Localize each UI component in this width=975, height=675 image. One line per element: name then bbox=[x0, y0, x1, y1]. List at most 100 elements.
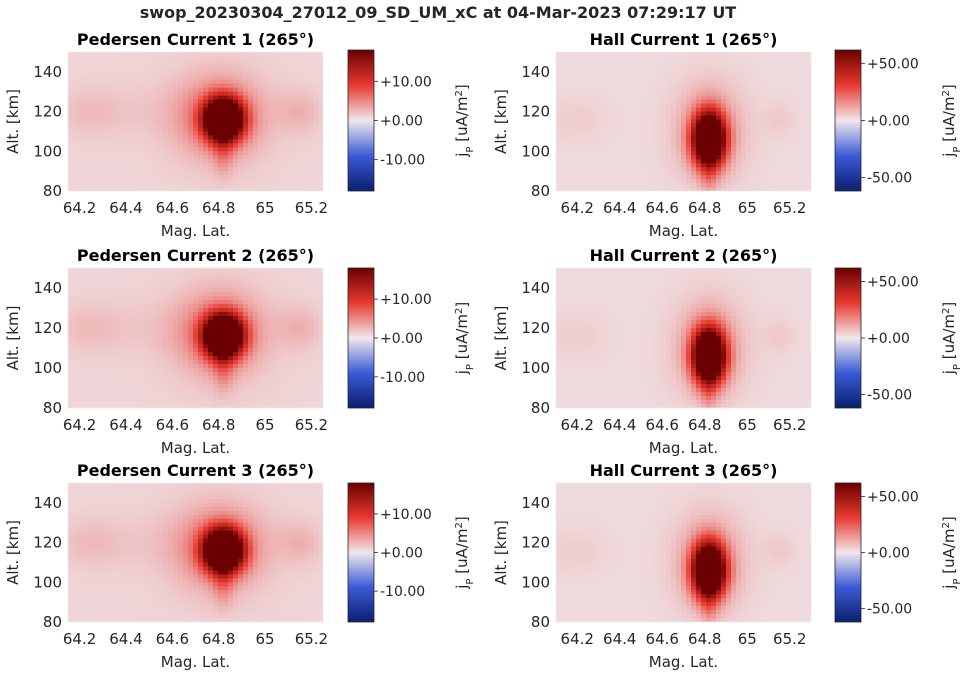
heatmap-cell bbox=[73, 183, 79, 188]
heatmap-pedersen-2 bbox=[68, 268, 323, 408]
heatmap-hall-1 bbox=[556, 52, 811, 191]
heatmap-cell bbox=[178, 95, 184, 101]
heatmap-cell bbox=[83, 75, 89, 81]
heatmap-cell bbox=[218, 175, 224, 180]
heatmap-cell bbox=[243, 91, 249, 97]
heatmap-cell bbox=[223, 71, 229, 77]
heatmap-cell bbox=[716, 52, 722, 57]
heatmap-cell bbox=[268, 324, 274, 329]
heatmap-cell bbox=[806, 179, 811, 184]
heatmap-cell bbox=[123, 111, 129, 117]
heatmap-cell bbox=[661, 131, 667, 136]
heatmap-cell bbox=[671, 119, 677, 125]
heatmap-cell bbox=[88, 135, 94, 140]
heatmap-cell bbox=[243, 372, 249, 377]
heatmap-cell bbox=[621, 143, 627, 148]
heatmap-cell bbox=[183, 179, 189, 184]
heatmap-cell bbox=[178, 167, 184, 172]
heatmap-cell bbox=[641, 183, 647, 188]
heatmap-cell bbox=[716, 91, 722, 97]
heatmap-cell bbox=[198, 91, 204, 97]
heatmap-cell bbox=[318, 75, 323, 81]
heatmap-cell bbox=[188, 119, 194, 125]
heatmap-cell bbox=[596, 115, 602, 121]
heatmap-cell bbox=[108, 83, 114, 89]
heatmap-cell bbox=[283, 336, 289, 341]
heatmap-cell bbox=[188, 147, 194, 152]
heatmap-cell bbox=[283, 356, 289, 361]
heatmap-cell bbox=[716, 87, 722, 93]
heatmap-cell bbox=[188, 292, 194, 297]
heatmap-cell bbox=[213, 272, 219, 277]
heatmap-cell bbox=[676, 151, 682, 156]
heatmap-cell bbox=[671, 187, 677, 191]
heatmap-cell bbox=[298, 155, 304, 160]
heatmap-cell bbox=[98, 67, 104, 73]
heatmap-cell bbox=[138, 171, 144, 176]
heatmap-cell bbox=[318, 300, 323, 305]
heatmap-cell bbox=[203, 52, 209, 57]
heatmap-cell bbox=[283, 123, 289, 129]
heatmap-cell bbox=[78, 107, 84, 113]
heatmap-cell bbox=[83, 79, 89, 85]
heatmap-cell bbox=[776, 99, 782, 105]
heatmap-cell bbox=[108, 300, 114, 305]
heatmap-cell bbox=[188, 79, 194, 85]
heatmap-cell bbox=[243, 75, 249, 81]
heatmap-cell bbox=[611, 187, 617, 191]
heatmap-cell bbox=[586, 163, 592, 168]
heatmap-cell bbox=[661, 103, 667, 109]
heatmap-cell bbox=[318, 127, 323, 133]
heatmap-cell bbox=[178, 312, 184, 317]
heatmap-cell bbox=[118, 352, 124, 357]
heatmap-cell bbox=[268, 328, 274, 333]
heatmap-cell bbox=[288, 179, 294, 184]
heatmap-cell bbox=[158, 308, 164, 313]
heatmap-cell bbox=[806, 75, 811, 81]
heatmap-cell bbox=[736, 155, 742, 160]
heatmap-cell bbox=[243, 187, 249, 191]
heatmap-cell bbox=[293, 107, 299, 113]
heatmap-cell bbox=[208, 55, 214, 61]
heatmap-cell bbox=[208, 127, 214, 133]
heatmap-cell bbox=[193, 79, 199, 85]
heatmap-cell bbox=[581, 52, 587, 57]
heatmap-cell bbox=[168, 175, 174, 180]
heatmap-cell bbox=[108, 268, 114, 273]
heatmap-cell bbox=[268, 131, 274, 136]
heatmap-cell bbox=[218, 95, 224, 101]
heatmap-cell bbox=[218, 119, 224, 125]
heatmap-cell bbox=[313, 91, 319, 97]
heatmap-cell bbox=[691, 71, 697, 77]
heatmap-cell bbox=[686, 63, 692, 69]
heatmap-cell bbox=[253, 159, 259, 164]
heatmap-cell bbox=[776, 87, 782, 93]
heatmap-cell bbox=[686, 115, 692, 121]
heatmap-cell bbox=[153, 83, 159, 89]
heatmap-cell bbox=[636, 175, 642, 180]
heatmap-cell bbox=[591, 91, 597, 97]
heatmap-cell bbox=[591, 75, 597, 81]
heatmap-cell bbox=[228, 155, 234, 160]
heatmap-cell bbox=[751, 171, 757, 176]
heatmap-cell bbox=[656, 107, 662, 113]
heatmap-cell bbox=[283, 79, 289, 85]
heatmap-cell bbox=[88, 131, 94, 136]
heatmap-cell bbox=[178, 135, 184, 140]
heatmap-cell bbox=[691, 167, 697, 172]
heatmap-cell bbox=[188, 312, 194, 317]
heatmap-cell bbox=[716, 163, 722, 168]
heatmap-cell bbox=[721, 75, 727, 81]
heatmap-cell bbox=[656, 79, 662, 85]
heatmap-cell bbox=[631, 83, 637, 89]
heatmap-cell bbox=[253, 179, 259, 184]
heatmap-cell bbox=[706, 123, 712, 129]
heatmap-cell bbox=[153, 332, 159, 337]
heatmap-cell bbox=[646, 131, 652, 136]
heatmap-cell bbox=[103, 79, 109, 85]
heatmap-cell bbox=[273, 83, 279, 89]
heatmap-cell bbox=[123, 332, 129, 337]
heatmap-cell bbox=[766, 91, 772, 97]
heatmap-cell bbox=[263, 352, 269, 357]
heatmap-cell bbox=[303, 147, 309, 152]
